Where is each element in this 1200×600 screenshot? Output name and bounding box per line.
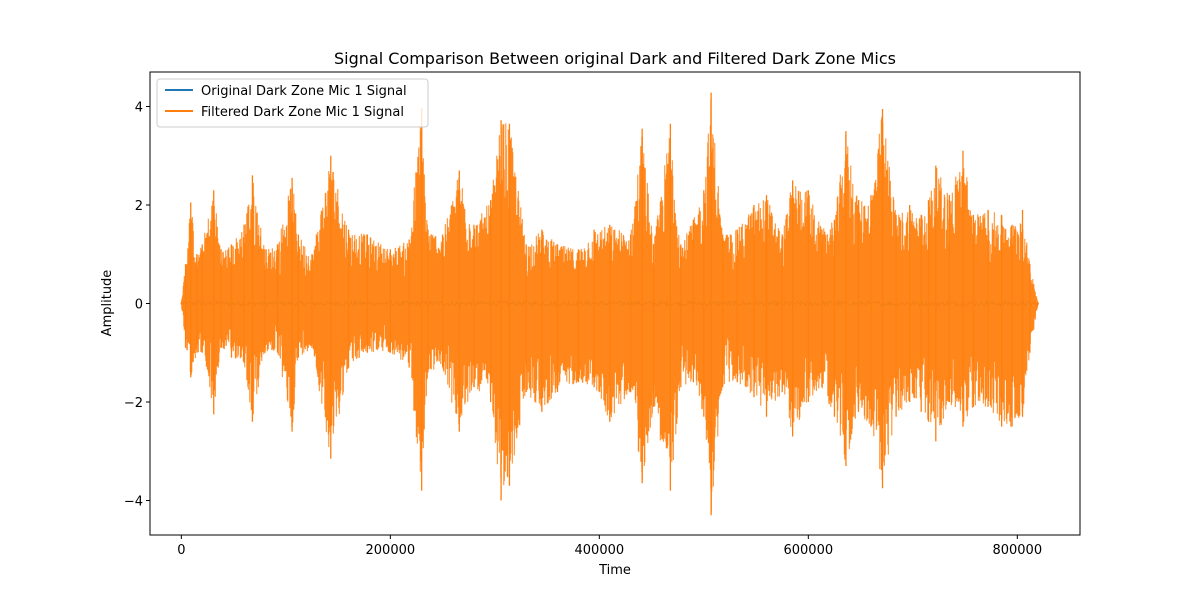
legend-label-original: Original Dark Zone Mic 1 Signal — [201, 84, 407, 99]
x-axis: 0 200000 400000 600000 800000 — [177, 535, 1042, 558]
y-axis: −4 −2 0 2 4 — [124, 100, 150, 510]
legend: Original Dark Zone Mic 1 Signal Filtered… — [156, 78, 429, 128]
y-tick-label: 4 — [135, 100, 143, 115]
chart-title: Signal Comparison Between original Dark … — [334, 49, 896, 68]
x-tick-label: 800000 — [992, 543, 1042, 558]
x-axis-label: Time — [598, 563, 631, 578]
y-axis-label: Amplitude — [100, 270, 115, 337]
y-tick-label: −2 — [124, 396, 143, 411]
x-tick-label: 600000 — [783, 543, 833, 558]
y-tick-label: 0 — [135, 298, 143, 313]
x-tick-label: 400000 — [575, 543, 625, 558]
x-tick-label: 0 — [177, 543, 185, 558]
y-tick-label: −4 — [124, 495, 143, 510]
legend-label-filtered: Filtered Dark Zone Mic 1 Signal — [201, 105, 404, 120]
plot-area — [180, 92, 1039, 516]
y-tick-label: 2 — [135, 199, 143, 214]
legend-box — [156, 78, 429, 128]
x-tick-label: 200000 — [366, 543, 416, 558]
